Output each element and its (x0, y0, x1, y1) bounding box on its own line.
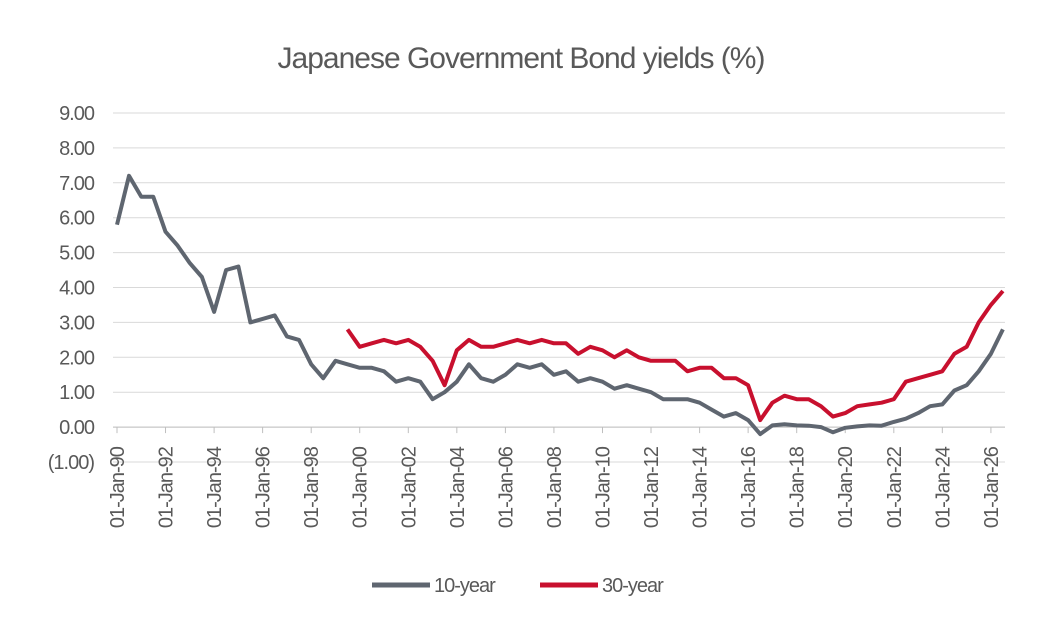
x-tick-label: 01-Jan-94 (204, 446, 226, 528)
x-tick-label: 01-Jan-18 (787, 446, 809, 528)
y-tick-label: 0.00 (59, 417, 95, 439)
y-tick-label: 1.00 (59, 382, 95, 404)
series-line (345, 289, 1005, 423)
y-tick-label: 8.00 (59, 138, 95, 160)
x-tick-label: 01-Jan-16 (738, 446, 760, 528)
y-tick-label: 7.00 (59, 173, 95, 195)
x-tick-label: 01-Jan-08 (544, 446, 566, 528)
x-tick-label: 01-Jan-22 (884, 446, 906, 528)
x-tick-label: 01-Jan-98 (301, 446, 323, 528)
x-tick-label: 01-Jan-00 (350, 446, 372, 528)
x-tick-label: 01-Jan-26 (981, 446, 1003, 528)
x-tick-label: 01-Jan-10 (593, 446, 615, 528)
x-tick-label: 01-Jan-14 (690, 446, 712, 528)
x-tick-label: 01-Jan-04 (447, 446, 469, 528)
x-tick-label: 01-Jan-24 (932, 446, 954, 528)
x-tick-label: 01-Jan-20 (835, 446, 857, 528)
legend-label: 30-year (602, 575, 664, 597)
y-tick-label: 4.00 (59, 278, 95, 300)
y-tick-label: (1.00) (48, 452, 95, 474)
y-tick-label: 6.00 (59, 208, 95, 230)
y-tick-label: 5.00 (59, 243, 95, 265)
legend-label: 10-year (434, 575, 496, 597)
y-tick-label: 2.00 (59, 347, 95, 369)
x-tick-label: 01-Jan-02 (398, 446, 420, 528)
x-tick-label: 01-Jan-96 (253, 446, 275, 528)
chart-title: Japanese Government Bond yields (%) (278, 42, 765, 75)
x-tick-label: 01-Jan-06 (495, 446, 517, 528)
x-tick-label: 01-Jan-90 (107, 446, 129, 528)
x-tick-label: 01-Jan-12 (641, 446, 663, 528)
y-tick-label: 9.00 (59, 103, 95, 125)
series-line (115, 173, 1005, 437)
x-tick-label: 01-Jan-92 (156, 446, 178, 528)
y-tick-label: 3.00 (59, 312, 95, 334)
